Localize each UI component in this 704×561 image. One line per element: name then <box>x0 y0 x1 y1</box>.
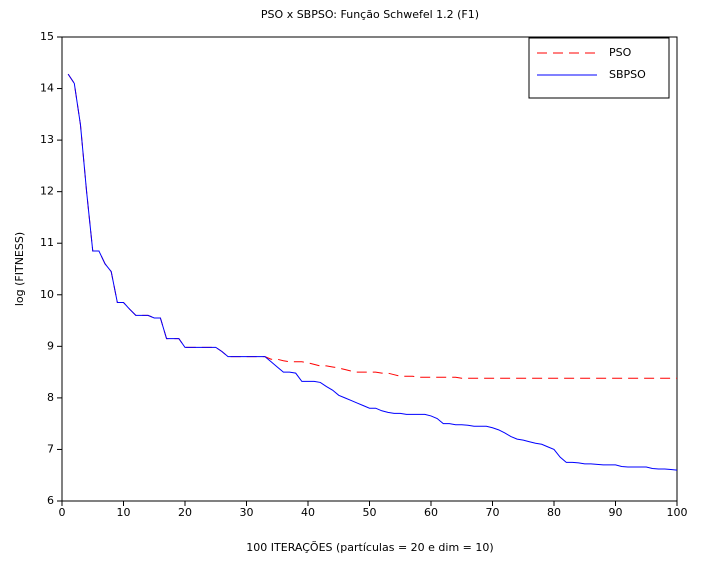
y-tick-label: 7 <box>47 442 54 455</box>
series-line <box>67 73 677 379</box>
x-tick-label: 100 <box>667 506 688 519</box>
x-tick-label: 90 <box>609 506 623 519</box>
y-tick-label: 9 <box>47 339 54 352</box>
legend-box <box>528 37 670 99</box>
y-tick-label: 15 <box>40 30 54 43</box>
y-tick-label: 12 <box>40 185 54 198</box>
y-tick-label: 14 <box>40 82 54 95</box>
y-tick-label: 6 <box>47 494 54 507</box>
y-tick-label: 13 <box>40 133 54 146</box>
x-tick-label: 60 <box>424 506 438 519</box>
x-axis-label: 100 ITERAÇÕES (partículas = 20 e dim = 1… <box>246 541 493 554</box>
y-tick-label: 11 <box>40 236 54 249</box>
x-tick-label: 10 <box>117 506 131 519</box>
y-axis-label: log (FITNESS) <box>13 232 26 306</box>
chart-title: PSO x SBPSO: Função Schwefel 1.2 (F1) <box>261 8 479 21</box>
x-tick-label: 0 <box>59 506 66 519</box>
series-line <box>67 73 678 471</box>
y-tick-label: 10 <box>40 288 54 301</box>
y-tick-label: 8 <box>47 391 54 404</box>
legend-label: PSO <box>609 46 632 59</box>
legend-label: SBPSO <box>609 68 646 81</box>
x-tick-label: 80 <box>547 506 561 519</box>
plot-frame <box>61 36 678 502</box>
x-tick-label: 30 <box>240 506 254 519</box>
x-tick-label: 20 <box>178 506 192 519</box>
x-tick-label: 50 <box>363 506 377 519</box>
x-tick-label: 70 <box>486 506 500 519</box>
x-tick-label: 40 <box>301 506 315 519</box>
